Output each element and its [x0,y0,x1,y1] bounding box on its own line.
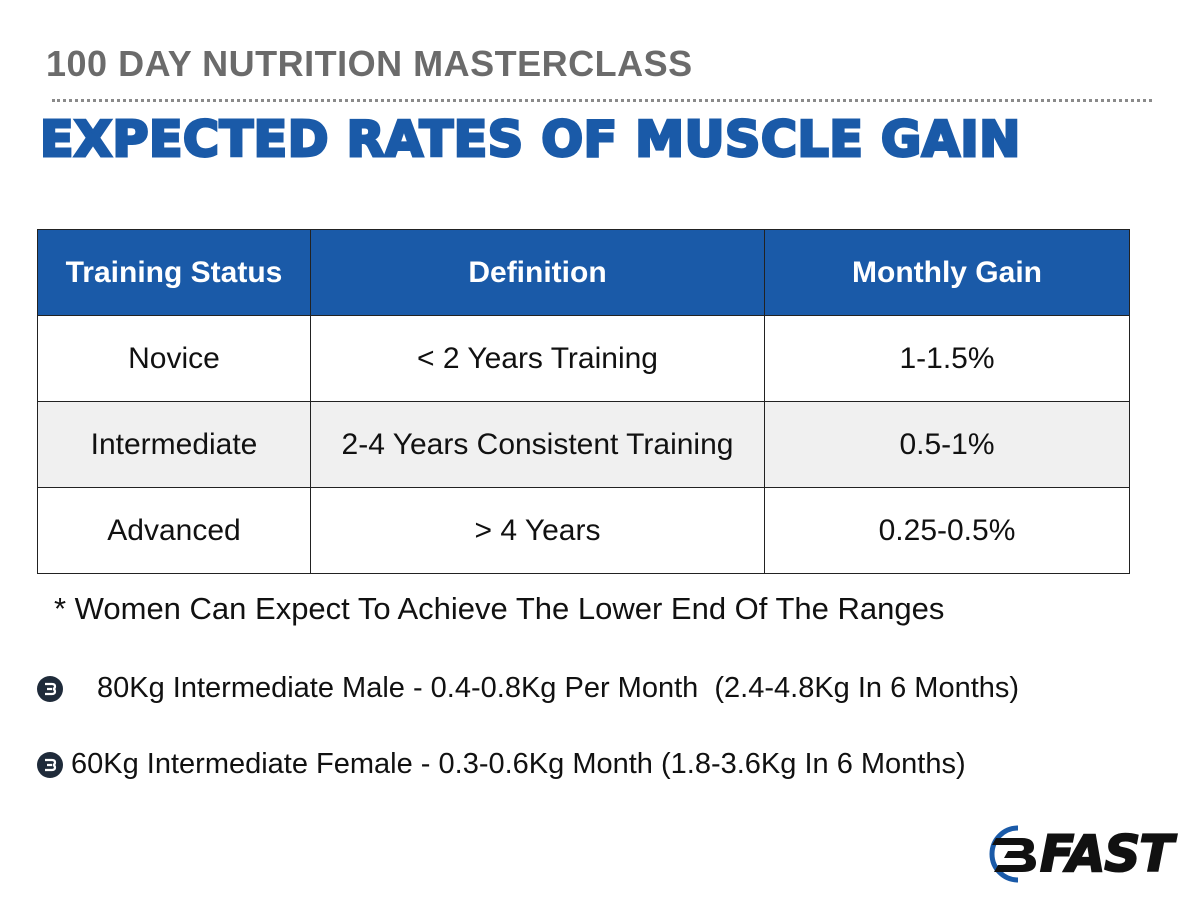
table-header-row: Training Status Definition Monthly Gain [37,229,1130,316]
column-header-definition: Definition [310,229,765,316]
women-footnote: * Women Can Expect To Achieve The Lower … [54,591,945,626]
dotted-divider [52,99,1152,102]
cell-definition: 2-4 Years Consistent Training [310,401,765,488]
cell-training-status: Intermediate [37,401,311,488]
cell-definition: < 2 Years Training [310,315,765,402]
cell-training-status: Novice [37,315,311,402]
b-logo-icon [37,751,63,778]
male-example-text: 80Kg Intermediate Male - 0.4-0.8Kg Per M… [97,672,1020,704]
cell-monthly-gain: 0.5-1% [764,401,1130,488]
page-title: EXPECTED RATES OF MUSCLE GAIN [39,110,1022,170]
cell-monthly-gain: 1-1.5% [764,315,1130,402]
cell-monthly-gain: 0.25-0.5% [764,487,1130,574]
muscle-gain-table: Training Status Definition Monthly Gain … [37,229,1130,574]
cell-definition: > 4 Years [310,487,765,574]
b-swoosh-icon [989,825,1036,883]
column-header-training-status: Training Status [37,229,311,316]
column-header-monthly-gain: Monthly Gain [764,229,1130,316]
page-subtitle: 100 DAY NUTRITION MASTERCLASS [46,43,693,84]
list-item: 80Kg Intermediate Male - 0.4-0.8Kg Per M… [37,672,1019,705]
table-row: Novice < 2 Years Training 1-1.5% [37,315,1130,402]
female-example-text: 60Kg Intermediate Female - 0.3-0.6Kg Mon… [71,748,966,780]
list-item: 60Kg Intermediate Female - 0.3-0.6Kg Mon… [37,748,966,781]
logo-wordmark: FAST [1039,825,1175,883]
table-row: Intermediate 2-4 Years Consistent Traini… [37,401,1130,488]
b-logo-icon [37,675,63,702]
cell-training-status: Advanced [37,487,311,574]
table-row: Advanced > 4 Years 0.25-0.5% [37,487,1130,574]
bfast-logo: FAST [984,822,1175,886]
